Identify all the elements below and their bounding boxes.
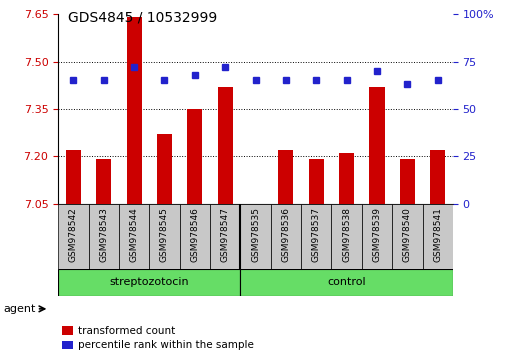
Text: control: control [327,277,365,287]
Bar [149,204,179,269]
Text: percentile rank within the sample: percentile rank within the sample [78,340,254,350]
Bar [62,326,73,335]
Text: GSM978539: GSM978539 [372,207,381,262]
Text: transformed count: transformed count [78,326,175,336]
Bar [210,204,240,269]
Bar [217,87,232,204]
Text: GSM978544: GSM978544 [129,207,138,262]
Bar [278,150,293,204]
Bar [369,87,384,204]
Text: GSM978542: GSM978542 [69,207,78,262]
Bar [157,134,172,204]
Bar [240,269,452,296]
Text: GDS4845 / 10532999: GDS4845 / 10532999 [68,11,217,25]
Text: streptozotocin: streptozotocin [109,277,189,287]
Text: GSM978546: GSM978546 [190,207,199,262]
Bar [126,17,141,204]
Bar [240,204,270,269]
Bar [119,204,149,269]
Text: GSM978543: GSM978543 [99,207,108,262]
Bar [58,269,240,296]
Bar [399,159,414,204]
Text: GSM978547: GSM978547 [220,207,229,262]
Bar [422,204,452,269]
Bar [58,204,88,269]
Text: GSM978536: GSM978536 [281,207,290,262]
Bar [308,159,323,204]
Bar [96,159,111,204]
Bar [391,204,422,269]
Bar [429,150,444,204]
Bar [187,109,202,204]
Bar [300,204,331,269]
Bar [361,204,391,269]
Text: GSM978535: GSM978535 [250,207,260,262]
Bar [338,153,354,204]
Text: GSM978541: GSM978541 [432,207,441,262]
Bar [62,341,73,349]
Bar [179,204,210,269]
Bar [331,204,361,269]
Bar [66,150,81,204]
Bar [270,204,300,269]
Text: agent: agent [3,304,35,314]
Text: GSM978538: GSM978538 [341,207,350,262]
Text: GSM978545: GSM978545 [160,207,169,262]
Bar [88,204,119,269]
Text: GSM978537: GSM978537 [311,207,320,262]
Text: GSM978540: GSM978540 [402,207,411,262]
